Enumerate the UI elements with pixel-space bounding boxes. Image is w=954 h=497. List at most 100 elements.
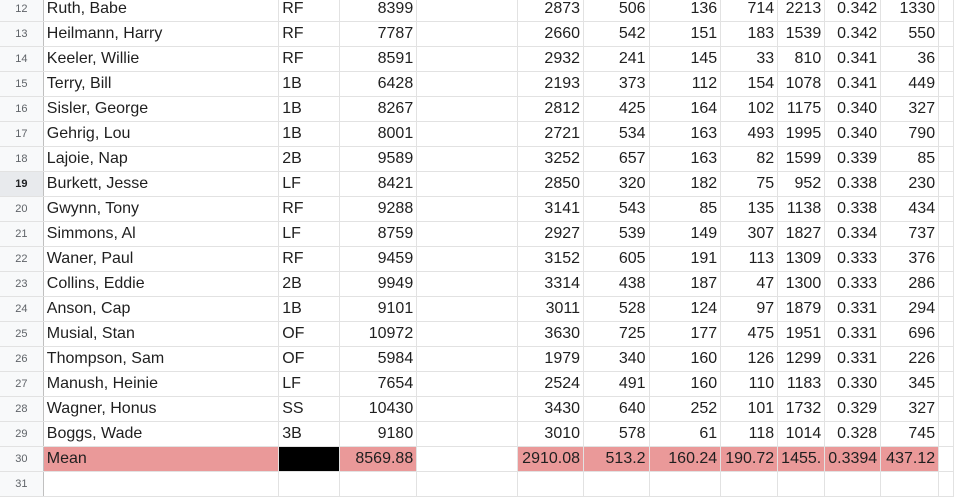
rbi-cell[interactable]: 952	[777, 171, 826, 197]
row-header[interactable]: 12	[0, 0, 44, 22]
rbi-cell[interactable]: 1183	[777, 371, 826, 397]
position-cell[interactable]: RF	[278, 21, 340, 47]
doubles-cell[interactable]: 578	[583, 421, 650, 447]
at-bats-cell[interactable]: 8759	[339, 221, 418, 247]
hits-cell[interactable]: 3430	[517, 396, 585, 422]
position-cell[interactable]: LF	[278, 371, 340, 397]
walks-cell[interactable]: 85	[880, 146, 940, 172]
empty-cell[interactable]	[416, 0, 519, 22]
walks-cell[interactable]	[880, 471, 940, 497]
position-cell[interactable]: OF	[278, 346, 340, 372]
home-runs-cell[interactable]	[720, 471, 779, 497]
empty-cell[interactable]	[416, 171, 519, 197]
at-bats-cell[interactable]: 9288	[339, 196, 418, 222]
player-name-cell[interactable]: Anson, Cap	[43, 296, 280, 322]
empty-cell[interactable]	[938, 296, 954, 322]
batting-average-cell[interactable]: 0.329	[824, 396, 882, 422]
row-header[interactable]: 14	[0, 46, 44, 72]
position-cell[interactable]: LF	[278, 221, 340, 247]
batting-average-cell[interactable]: 0.339	[824, 146, 882, 172]
row-header[interactable]: 23	[0, 271, 44, 297]
empty-cell[interactable]	[938, 371, 954, 397]
triples-cell[interactable]: 61	[649, 421, 722, 447]
at-bats-cell[interactable]: 9101	[339, 296, 418, 322]
player-name-cell[interactable]: Simmons, Al	[43, 221, 280, 247]
home-runs-cell[interactable]: 33	[720, 46, 779, 72]
mean-empty-cell[interactable]	[938, 446, 954, 472]
doubles-cell[interactable]: 506	[583, 0, 650, 22]
empty-cell[interactable]	[938, 71, 954, 97]
empty-cell[interactable]	[416, 46, 519, 72]
player-name-cell[interactable]: Terry, Bill	[43, 71, 280, 97]
empty-cell[interactable]	[416, 396, 519, 422]
hits-cell[interactable]: 3011	[517, 296, 585, 322]
walks-cell[interactable]: 790	[880, 121, 940, 147]
at-bats-cell[interactable]: 9949	[339, 271, 418, 297]
rbi-cell[interactable]: 1995	[777, 121, 826, 147]
hits-cell[interactable]: 3252	[517, 146, 585, 172]
home-runs-cell[interactable]: 135	[720, 196, 779, 222]
hits-cell[interactable]: 2193	[517, 71, 585, 97]
empty-cell[interactable]	[416, 296, 519, 322]
player-name-cell[interactable]: Heilmann, Harry	[43, 21, 280, 47]
player-name-cell[interactable]: Gwynn, Tony	[43, 196, 280, 222]
doubles-cell[interactable]: 725	[583, 321, 650, 347]
player-name-cell[interactable]: Sisler, George	[43, 96, 280, 122]
home-runs-cell[interactable]: 118	[720, 421, 779, 447]
empty-cell[interactable]	[938, 246, 954, 272]
at-bats-cell[interactable]: 9180	[339, 421, 418, 447]
empty-cell[interactable]	[938, 146, 954, 172]
position-cell[interactable]: 3B	[278, 421, 340, 447]
empty-cell[interactable]	[416, 421, 519, 447]
batting-average-cell[interactable]: 0.334	[824, 221, 882, 247]
empty-cell[interactable]	[938, 196, 954, 222]
doubles-cell[interactable]: 320	[583, 171, 650, 197]
player-name-cell[interactable]: Ruth, Babe	[43, 0, 280, 22]
at-bats-cell[interactable]: 8399	[339, 0, 418, 22]
player-name-cell[interactable]: Lajoie, Nap	[43, 146, 280, 172]
player-name-cell[interactable]: Manush, Heinie	[43, 371, 280, 397]
walks-cell[interactable]: 294	[880, 296, 940, 322]
triples-cell[interactable]: 191	[649, 246, 722, 272]
position-cell[interactable]: RF	[278, 196, 340, 222]
empty-cell[interactable]	[938, 121, 954, 147]
mean-doubles-cell[interactable]: 513.2	[583, 446, 650, 472]
empty-cell[interactable]	[938, 321, 954, 347]
empty-cell[interactable]	[938, 171, 954, 197]
empty-cell[interactable]	[938, 471, 954, 497]
home-runs-cell[interactable]: 47	[720, 271, 779, 297]
walks-cell[interactable]: 745	[880, 421, 940, 447]
hits-cell[interactable]: 3141	[517, 196, 585, 222]
row-header[interactable]: 21	[0, 221, 44, 247]
player-name-cell[interactable]: Burkett, Jesse	[43, 171, 280, 197]
batting-average-cell[interactable]: 0.341	[824, 71, 882, 97]
triples-cell[interactable]: 151	[649, 21, 722, 47]
hits-cell[interactable]: 3630	[517, 321, 585, 347]
empty-cell[interactable]	[416, 471, 519, 497]
walks-cell[interactable]: 376	[880, 246, 940, 272]
empty-cell[interactable]	[416, 21, 519, 47]
triples-cell[interactable]: 85	[649, 196, 722, 222]
hits-cell[interactable]: 3010	[517, 421, 585, 447]
player-name-cell[interactable]	[43, 471, 280, 497]
walks-cell[interactable]: 449	[880, 71, 940, 97]
player-name-cell[interactable]: Musial, Stan	[43, 321, 280, 347]
triples-cell[interactable]: 163	[649, 121, 722, 147]
empty-cell[interactable]	[938, 221, 954, 247]
mean-rbi-cell[interactable]: 1455.	[777, 446, 826, 472]
walks-cell[interactable]: 36	[880, 46, 940, 72]
rbi-cell[interactable]: 810	[777, 46, 826, 72]
rbi-cell[interactable]: 1175	[777, 96, 826, 122]
row-header[interactable]: 20	[0, 196, 44, 222]
home-runs-cell[interactable]: 493	[720, 121, 779, 147]
hits-cell[interactable]: 2812	[517, 96, 585, 122]
rbi-cell[interactable]: 1300	[777, 271, 826, 297]
row-header[interactable]: 22	[0, 246, 44, 272]
empty-cell[interactable]	[416, 246, 519, 272]
triples-cell[interactable]: 252	[649, 396, 722, 422]
hits-cell[interactable]: 2850	[517, 171, 585, 197]
rbi-cell[interactable]: 2213	[777, 0, 826, 22]
doubles-cell[interactable]: 340	[583, 346, 650, 372]
empty-cell[interactable]	[416, 146, 519, 172]
rbi-cell[interactable]: 1951	[777, 321, 826, 347]
